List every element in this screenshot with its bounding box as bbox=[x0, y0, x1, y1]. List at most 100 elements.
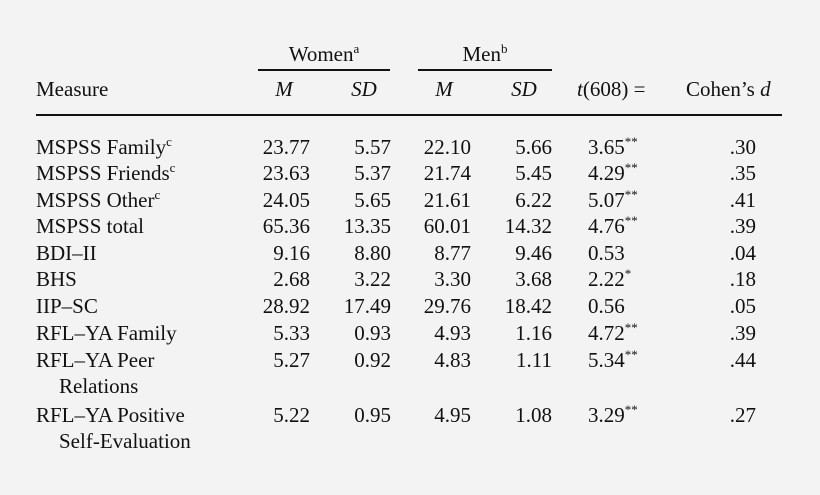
women-m-cell: 24.05 bbox=[262, 188, 310, 212]
cohens-d-cell: .39 bbox=[729, 321, 756, 345]
women-note: a bbox=[353, 41, 360, 56]
measure-header: Measure bbox=[36, 77, 109, 101]
t-value: 4.29 bbox=[588, 161, 625, 185]
women-sd-cell: 13.35 bbox=[343, 214, 391, 238]
measure-label: MSPSS total bbox=[36, 214, 144, 238]
measure-cell: BDI–II bbox=[36, 243, 97, 264]
t-header: t(608) = bbox=[577, 79, 645, 100]
significance-mark: ** bbox=[624, 187, 638, 202]
measure-cell: IIP–SC bbox=[36, 296, 98, 317]
measure-cell: MSPSS Familyc bbox=[36, 134, 172, 159]
t-cell: 2.22* bbox=[588, 267, 631, 291]
women-m-cell: 65.36 bbox=[262, 214, 310, 238]
t-cell: 0.53 bbox=[588, 243, 625, 264]
t-value: 0.56 bbox=[588, 294, 625, 318]
measure-cell: MSPSS total bbox=[36, 216, 144, 237]
cohens-d-header: Cohen’s d bbox=[686, 79, 771, 100]
cohens-d-cell: .39 bbox=[729, 214, 756, 238]
cohens-label: Cohen’s bbox=[686, 77, 761, 101]
header-rule bbox=[36, 114, 782, 116]
women-group-header: Womena bbox=[258, 41, 390, 65]
men-m-cell: 22.10 bbox=[423, 135, 471, 159]
t-value: 0.53 bbox=[588, 241, 625, 265]
significance-mark: ** bbox=[624, 347, 638, 362]
t-value: 3.65 bbox=[588, 135, 625, 159]
men-sd-cell: 1.11 bbox=[516, 348, 552, 372]
measure-label: RFL–YA Family bbox=[36, 321, 177, 345]
women-sd-cell: 17.49 bbox=[343, 294, 391, 318]
women-sd-cell: 0.92 bbox=[354, 348, 391, 372]
women-sd-cell: 0.93 bbox=[354, 321, 391, 345]
men-m-cell: 4.95 bbox=[434, 403, 471, 427]
men-m-cell: 60.01 bbox=[423, 214, 471, 238]
t-cell: 3.29** bbox=[588, 403, 638, 426]
cohens-d-cell: .18 bbox=[729, 267, 756, 291]
measure-label: MSPSS Family bbox=[36, 135, 167, 159]
d-symbol: d bbox=[760, 77, 771, 101]
significance-mark: ** bbox=[624, 134, 638, 149]
t-cell: 4.76** bbox=[588, 213, 638, 237]
women-sd-cell: 5.65 bbox=[354, 188, 391, 212]
women-m-header: M bbox=[275, 77, 293, 101]
measure-label: RFL–YA Peer bbox=[36, 348, 155, 372]
t-cell: 4.29** bbox=[588, 160, 638, 185]
men-label: Men bbox=[462, 42, 502, 66]
measure-note: c bbox=[169, 160, 176, 175]
measure-label: MSPSS Other bbox=[36, 188, 155, 212]
men-sd-cell: 1.16 bbox=[515, 321, 552, 345]
measure-note: c bbox=[166, 134, 172, 149]
men-sd-cell: 14.32 bbox=[504, 214, 552, 238]
men-m-cell: 4.83 bbox=[434, 348, 471, 372]
women-m-cell: 9.16 bbox=[273, 241, 310, 265]
measure-label: MSPSS Friends bbox=[36, 161, 170, 185]
men-m-cell: 4.93 bbox=[434, 321, 471, 345]
women-m-cell: 28.92 bbox=[262, 294, 310, 318]
men-sd-cell: 18.42 bbox=[504, 294, 552, 318]
significance-mark: ** bbox=[624, 213, 638, 228]
t-cell: 5.07** bbox=[588, 187, 638, 212]
significance-mark: ** bbox=[624, 320, 638, 335]
women-m-cell: 5.22 bbox=[273, 403, 310, 427]
men-sd-cell: 9.46 bbox=[515, 241, 552, 265]
men-note: b bbox=[501, 41, 508, 56]
women-sd-cell: 8.80 bbox=[354, 241, 391, 265]
men-sd-cell: 5.45 bbox=[515, 161, 552, 185]
men-m-cell: 8.77 bbox=[434, 241, 471, 265]
t-value: 2.22 bbox=[588, 267, 625, 291]
women-sd-cell: 5.57 bbox=[354, 135, 391, 159]
cohens-d-cell: .44 bbox=[729, 348, 756, 372]
men-m-cell: 3.30 bbox=[434, 267, 471, 291]
t-value: 5.34 bbox=[588, 348, 625, 372]
men-m-cell: 29.76 bbox=[423, 294, 471, 318]
cohens-d-cell: .41 bbox=[729, 188, 756, 212]
measure-cell: RFL–YA Family bbox=[36, 323, 177, 344]
women-m-cell: 23.77 bbox=[262, 135, 310, 159]
women-group-rule bbox=[258, 69, 390, 71]
men-m-cell: 21.61 bbox=[423, 188, 471, 212]
measure-cell: RFL–YA Peer bbox=[36, 350, 154, 371]
men-sd-cell: 5.66 bbox=[515, 135, 552, 159]
women-sd-cell: 3.22 bbox=[354, 267, 391, 291]
women-m-cell: 2.68 bbox=[273, 267, 310, 291]
t-symbol: t bbox=[577, 77, 583, 101]
cohens-d-cell: .30 bbox=[729, 135, 756, 159]
measure-cell-continued: Self-Evaluation bbox=[59, 429, 191, 453]
measure-cell: MSPSS Otherc bbox=[36, 188, 160, 212]
measure-label: BHS bbox=[36, 267, 77, 291]
t-value: 5.07 bbox=[588, 188, 625, 212]
men-sd-cell: 6.22 bbox=[515, 188, 552, 212]
t-cell: 4.72** bbox=[588, 320, 638, 345]
women-m-cell: 5.27 bbox=[273, 348, 310, 372]
t-cell: 5.34** bbox=[588, 347, 638, 372]
measure-cell: MSPSS Friendsc bbox=[36, 160, 176, 185]
significance-mark: ** bbox=[624, 160, 638, 175]
t-value: 4.72 bbox=[588, 321, 625, 345]
cohens-d-cell: .05 bbox=[729, 294, 756, 318]
cohens-d-cell: .04 bbox=[729, 241, 756, 265]
men-sd-cell: 1.08 bbox=[515, 403, 552, 427]
men-sd-cell: 3.68 bbox=[515, 267, 552, 291]
men-sd-header: SD bbox=[511, 77, 537, 101]
women-sd-header: SD bbox=[351, 77, 377, 101]
measure-label: BDI–II bbox=[36, 241, 97, 265]
women-m-cell: 5.33 bbox=[273, 321, 310, 345]
